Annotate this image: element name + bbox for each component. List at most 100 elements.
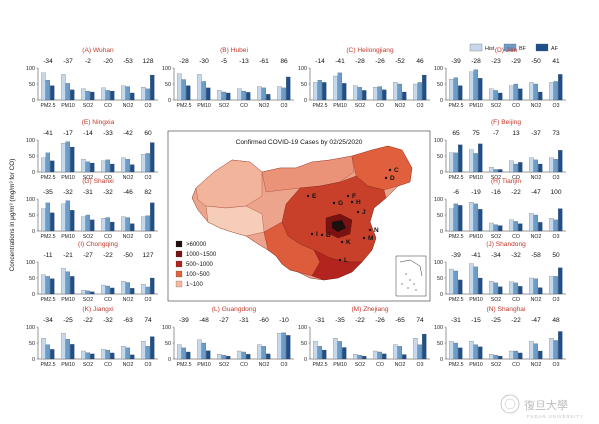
change-label: 41 bbox=[552, 58, 560, 65]
bar-af bbox=[266, 353, 271, 360]
bar-hist bbox=[373, 87, 378, 101]
change-label: -19 bbox=[471, 189, 481, 196]
x-tick-label: NO2 bbox=[259, 103, 270, 109]
x-tick-label: PM2.5 bbox=[41, 362, 56, 368]
x-tick-label: O3 bbox=[553, 175, 560, 181]
x-tick-label: O3 bbox=[281, 362, 288, 368]
bar-hist bbox=[489, 281, 494, 295]
map-marker-dot bbox=[368, 228, 372, 232]
x-tick-label: O3 bbox=[553, 297, 560, 303]
bar-hist bbox=[141, 341, 146, 360]
change-label: -11 bbox=[43, 252, 52, 259]
map-legend-label: 100~500 bbox=[186, 272, 210, 278]
panel-d: (D) Jilin 0 50 100 PM2.5 -39 PM10 -28 SO2 -23 CO -2… bbox=[434, 47, 566, 109]
bar-af bbox=[110, 163, 115, 173]
change-label: -63 bbox=[123, 317, 133, 324]
map-marker-dot bbox=[333, 222, 337, 226]
map-marker-dot bbox=[356, 210, 360, 214]
x-tick-label: NO2 bbox=[531, 297, 542, 303]
bar-bf bbox=[397, 83, 402, 101]
bar-af bbox=[402, 91, 407, 101]
map-marker-label: C bbox=[394, 167, 399, 174]
region-south bbox=[311, 249, 363, 281]
bar-bf bbox=[241, 351, 247, 360]
x-tick-label: SO2 bbox=[83, 175, 93, 181]
bar-af bbox=[458, 205, 463, 232]
bar-bf bbox=[453, 152, 458, 173]
bar-af bbox=[50, 85, 55, 101]
x-tick-label: PM2.5 bbox=[177, 103, 192, 109]
bar-hist bbox=[373, 350, 378, 360]
y-tick-label: 50 bbox=[29, 154, 35, 160]
panel-title: (J) Shandong bbox=[486, 241, 526, 248]
y-tick-label: 0 bbox=[304, 357, 307, 363]
bar-bf bbox=[65, 83, 71, 101]
bar-bf bbox=[493, 282, 498, 295]
bar-hist bbox=[529, 277, 534, 295]
bar-bf bbox=[453, 270, 458, 295]
panel-n: (N) Shanghai 0 50 100 PM2.5 -31 PM10 -15 SO2 -25 C… bbox=[434, 306, 566, 368]
y-tick-label: 100 bbox=[298, 325, 307, 331]
change-label: 82 bbox=[144, 189, 152, 196]
bar-hist bbox=[177, 344, 182, 360]
bar-hist bbox=[81, 350, 86, 360]
change-label: -37 bbox=[531, 130, 541, 137]
bar-hist bbox=[509, 281, 514, 295]
panel-i: (I) Chongqing 0 50 100 PM2.5 -11 PM10 -21 SO2 -27… bbox=[26, 241, 158, 303]
x-tick-label: SO2 bbox=[491, 175, 501, 181]
bar-hist bbox=[449, 268, 454, 295]
panel-c: (C) Heilongjiang 0 50 100 PM2.5 -14 PM10 -41 SO2… bbox=[298, 47, 430, 109]
bar-hist bbox=[353, 354, 358, 360]
x-tick-label: NO2 bbox=[395, 362, 406, 368]
bar-af bbox=[322, 349, 327, 360]
panel-f: (F) Beijing 0 50 100 PM2.5 65 PM10 75 SO2 -7 CO 13 N… bbox=[434, 119, 566, 181]
x-tick-label: O3 bbox=[553, 103, 560, 109]
bar-af bbox=[130, 223, 135, 232]
change-label: -41 bbox=[471, 252, 481, 259]
bar-af bbox=[70, 146, 75, 173]
bar-bf bbox=[105, 285, 111, 295]
bar-af bbox=[518, 286, 523, 295]
bar-bf bbox=[65, 271, 71, 295]
change-label: -22 bbox=[355, 317, 365, 324]
x-tick-label: CO bbox=[240, 103, 248, 109]
y-tick-label: 0 bbox=[440, 292, 443, 298]
x-tick-label: SO2 bbox=[219, 362, 229, 368]
change-label: -28 bbox=[471, 58, 481, 65]
bar-af bbox=[478, 346, 483, 360]
bar-hist bbox=[237, 88, 242, 101]
change-label: 86 bbox=[280, 58, 288, 65]
change-label: -41 bbox=[335, 58, 345, 65]
map-legend-swatch bbox=[175, 260, 183, 268]
change-label: 127 bbox=[142, 252, 153, 259]
bar-bf bbox=[377, 351, 382, 360]
map-location-markers: A B CD E F G H I J K L MN bbox=[306, 167, 399, 264]
y-tick-label: 0 bbox=[168, 98, 171, 104]
change-label: -37 bbox=[63, 58, 73, 65]
panel-g: (G) Shanxi 0 50 100 PM2.5 -35 PM10 -32 SO2 -31 CO -… bbox=[26, 178, 158, 240]
bar-hist bbox=[257, 86, 262, 101]
bar-bf bbox=[553, 219, 558, 232]
bar-bf bbox=[45, 80, 50, 101]
bar-hist bbox=[277, 333, 282, 360]
change-label: -31 bbox=[451, 317, 461, 324]
bar-hist bbox=[61, 143, 66, 173]
bar-bf bbox=[45, 202, 50, 232]
x-tick-label: PM2.5 bbox=[41, 175, 56, 181]
bar-af bbox=[150, 202, 155, 232]
map-marker-dot bbox=[362, 236, 366, 240]
bar-hist bbox=[549, 338, 554, 360]
x-tick-label: PM2.5 bbox=[449, 362, 464, 368]
bar-hist bbox=[333, 338, 338, 360]
bar-bf bbox=[201, 81, 207, 101]
x-tick-label: PM2.5 bbox=[449, 175, 464, 181]
change-label: -25 bbox=[491, 317, 501, 324]
map-marker-label: K bbox=[346, 239, 351, 246]
change-label: -5 bbox=[221, 58, 227, 65]
x-tick-label: CO bbox=[376, 103, 384, 109]
x-tick-label: PM2.5 bbox=[313, 103, 328, 109]
bar-bf bbox=[533, 343, 538, 360]
map-marker-label: I bbox=[316, 231, 318, 238]
bar-af bbox=[382, 89, 387, 101]
